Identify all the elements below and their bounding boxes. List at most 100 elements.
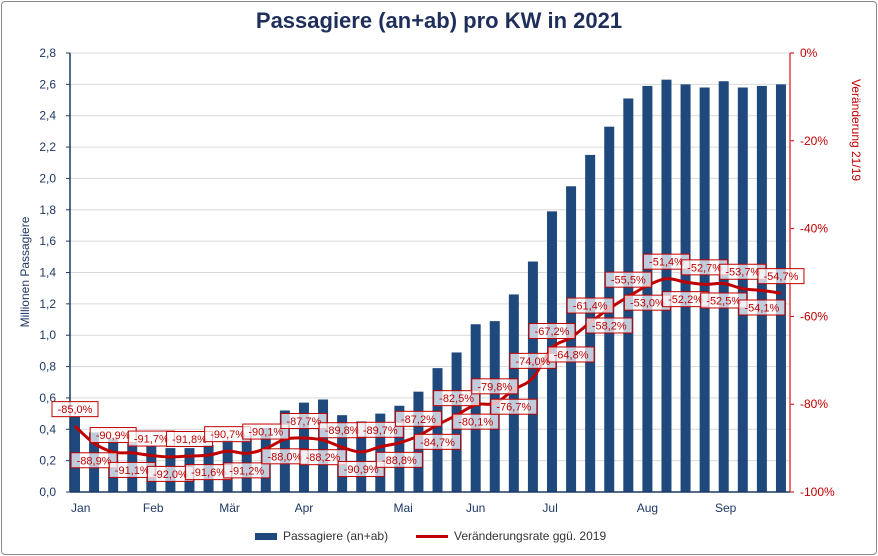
y-tick-label: 2,8 xyxy=(39,46,56,60)
data-label: -88,8% xyxy=(382,455,417,467)
data-label-box xyxy=(394,410,442,427)
data-label: -92,0% xyxy=(153,469,188,481)
bar xyxy=(356,421,367,492)
data-label: -74,0% xyxy=(515,356,550,368)
legend-item-bars[interactable]: Passagiere (an+ab) xyxy=(255,529,388,543)
x-month-label: Aug xyxy=(637,501,658,515)
data-label-box xyxy=(547,346,595,363)
data-label: -80,1% xyxy=(458,417,493,429)
data-label-box xyxy=(452,413,500,430)
data-label-box xyxy=(299,449,347,466)
data-label: -87,7% xyxy=(287,416,322,428)
data-label-box xyxy=(757,268,805,285)
x-month-label: Jun xyxy=(466,501,485,515)
bar xyxy=(775,84,786,492)
y-tick-label: 0,4 xyxy=(39,422,56,436)
data-label: -76,7% xyxy=(496,402,531,414)
data-label: -89,8% xyxy=(325,425,360,437)
y-tick-label: 2,4 xyxy=(39,109,56,123)
data-label: -87,2% xyxy=(401,414,436,426)
data-label: -91,7% xyxy=(134,434,169,446)
data-label-box xyxy=(528,323,576,340)
data-label-box xyxy=(490,398,538,415)
data-label-box xyxy=(738,299,786,316)
data-label-box xyxy=(337,461,385,478)
data-label: -89,7% xyxy=(363,425,398,437)
y-tick-label: 1,8 xyxy=(39,203,56,217)
data-label: -82,5% xyxy=(439,393,474,405)
data-label: -61,4% xyxy=(573,301,608,313)
data-label: -52,5% xyxy=(706,295,741,307)
data-label-box xyxy=(566,297,614,314)
data-label: -88,9% xyxy=(77,455,112,467)
data-label: -90,9% xyxy=(96,430,131,442)
data-label: -52,2% xyxy=(668,294,703,306)
y-axis-title: Millionen Passagiere xyxy=(18,216,32,327)
legend-item-line[interactable]: Veränderungsrate ggü. 2019 xyxy=(416,529,606,543)
data-label: -51,4% xyxy=(649,257,684,269)
x-month-label: Apr xyxy=(295,501,314,515)
data-label: -91,2% xyxy=(229,465,264,477)
data-label-box xyxy=(356,421,404,438)
data-label-box xyxy=(51,401,99,418)
y2-axis-title: Veränderung 21/19 xyxy=(849,79,863,181)
y-tick-label: 2,2 xyxy=(39,140,56,154)
y-tick-label: 1,0 xyxy=(39,328,56,342)
data-label: -58,2% xyxy=(592,320,627,332)
bar xyxy=(718,81,729,492)
data-label: -84,7% xyxy=(420,437,455,449)
data-label: -91,8% xyxy=(172,434,207,446)
x-month-label: Jan xyxy=(71,501,90,515)
data-label: -79,8% xyxy=(477,381,512,393)
data-label: -52,7% xyxy=(687,262,722,274)
y-tick-label: 1,2 xyxy=(39,297,56,311)
data-label-box xyxy=(375,451,423,468)
y-tick-label: 0,0 xyxy=(39,485,56,499)
y2-tick-label: -20% xyxy=(800,134,828,148)
x-month-label: Sep xyxy=(715,501,737,515)
data-label: -91,1% xyxy=(115,465,150,477)
data-label: -64,8% xyxy=(554,349,589,361)
y2-tick-label: -80% xyxy=(800,397,828,411)
data-label-box xyxy=(585,317,633,334)
data-label: -85,0% xyxy=(58,404,93,416)
data-label: -67,2% xyxy=(535,326,570,338)
y-tick-label: 0,2 xyxy=(39,454,56,468)
y2-tick-label: -60% xyxy=(800,309,828,323)
data-label: -90,1% xyxy=(248,427,283,439)
bar xyxy=(756,85,767,493)
line-series-change xyxy=(73,277,782,459)
bar xyxy=(661,79,672,493)
bar xyxy=(394,405,405,492)
x-month-label: Mär xyxy=(219,501,240,515)
bar xyxy=(318,399,329,492)
data-label: -55,5% xyxy=(611,275,646,287)
bar xyxy=(699,87,710,492)
y2-tick-label: 0% xyxy=(800,46,818,60)
y2-tick-label: -100% xyxy=(800,485,835,499)
y-tick-label: 0,8 xyxy=(39,360,56,374)
data-label-box xyxy=(280,413,328,430)
y-tick-label: 1,6 xyxy=(39,234,56,248)
legend-label-line: Veränderungsrate ggü. 2019 xyxy=(454,529,607,543)
data-label: -53,0% xyxy=(630,298,665,310)
data-label: -91,6% xyxy=(191,467,226,479)
data-label: -90,9% xyxy=(344,464,379,476)
legend-swatch-bar xyxy=(255,532,277,540)
x-month-label: Jul xyxy=(542,501,557,515)
data-label-box xyxy=(70,452,118,469)
data-label: -88,2% xyxy=(306,452,341,464)
data-label: -54,7% xyxy=(764,271,799,283)
data-label-box xyxy=(414,433,462,450)
bar xyxy=(470,324,481,492)
x-month-label: Mai xyxy=(394,501,413,515)
legend-label-bars: Passagiere (an+ab) xyxy=(283,529,389,543)
x-month-label: Feb xyxy=(143,501,164,515)
data-label-box xyxy=(433,390,481,407)
y-tick-label: 2,6 xyxy=(39,77,56,91)
data-label: -90,7% xyxy=(210,429,245,441)
data-label: -54,1% xyxy=(744,302,779,314)
bar xyxy=(680,84,691,492)
data-label-box xyxy=(223,462,271,479)
